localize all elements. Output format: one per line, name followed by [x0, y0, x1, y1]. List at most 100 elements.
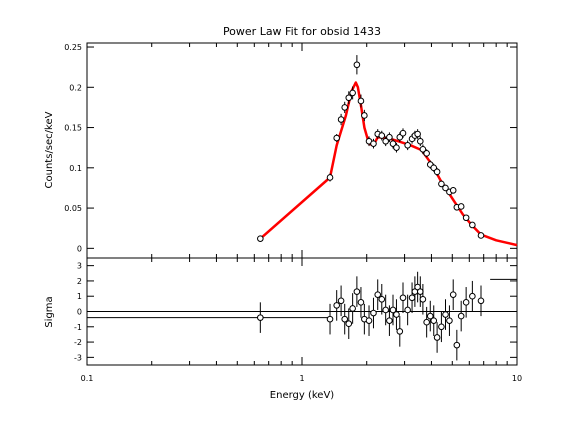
residuals-data-point	[333, 290, 340, 321]
residuals-data-point	[438, 311, 445, 343]
spectrum-marker	[433, 168, 441, 176]
residuals-marker	[430, 317, 438, 324]
residuals-marker	[469, 292, 476, 300]
residuals-marker	[337, 297, 345, 305]
residuals-marker	[438, 323, 445, 331]
spectrum-marker	[462, 214, 470, 222]
residuals-marker	[416, 288, 424, 295]
spectrum-data-point	[419, 144, 427, 155]
spectrum-data-point	[349, 86, 356, 100]
residuals-reference-layer	[87, 278, 517, 319]
spectrum-data-point	[399, 128, 407, 139]
spectrum-ytick-label: 0.2	[69, 83, 82, 92]
spectrum-data-point	[389, 138, 397, 149]
residuals-data-point	[396, 316, 404, 347]
residuals-data-point	[357, 287, 365, 318]
spectrum-marker	[438, 180, 445, 188]
residuals-marker	[457, 312, 465, 320]
spectrum-data-point	[333, 133, 340, 143]
residuals-data-point	[386, 305, 393, 336]
residuals-marker	[382, 306, 389, 314]
spectrum-y-axis-label: Counts/sec/keV	[44, 111, 55, 188]
residuals-data-point	[326, 303, 334, 335]
residuals-data-point	[462, 287, 470, 318]
residuals-marker	[419, 295, 427, 303]
residuals-data-point	[453, 329, 461, 361]
spectrum-data-point	[469, 221, 476, 229]
spectrum-data-point	[449, 187, 457, 194]
residuals-data-point	[477, 285, 485, 317]
spectrum-data-point	[382, 136, 389, 147]
residuals-data-point	[370, 297, 377, 329]
spectrum-marker	[477, 232, 485, 239]
residuals-data-point	[257, 302, 264, 333]
spectrum-data-point	[341, 101, 349, 114]
spectrum-data-point	[378, 130, 386, 141]
spectrum-data-point	[326, 173, 334, 182]
residuals-y-axis-label: Sigma	[44, 296, 55, 327]
residuals-ytick-label: 3	[77, 262, 82, 271]
residuals-marker	[374, 291, 382, 298]
spectrum-marker	[457, 203, 465, 210]
residuals-data-point	[426, 300, 434, 332]
residuals-data-point	[404, 294, 411, 326]
residuals-marker	[365, 317, 373, 324]
residuals-marker	[426, 312, 434, 320]
spectrum-model-layer	[259, 81, 518, 247]
residuals-marker	[333, 302, 340, 309]
residuals-marker	[393, 311, 400, 318]
spectrum-marker	[349, 89, 356, 97]
spectrum-marker	[442, 184, 449, 192]
residuals-data-point	[419, 283, 427, 315]
spectrum-data-point	[416, 136, 424, 147]
residuals-data-point	[393, 299, 400, 330]
x-tick-label: 1	[299, 374, 304, 383]
spectrum-panel: 0 0.05 0.1 0.15 0.2 0.25 Counts/sec/keV	[44, 42, 518, 259]
residuals-data-point	[433, 322, 441, 353]
spectrum-marker	[326, 174, 334, 181]
residuals-marker	[396, 328, 404, 335]
spectrum-model-line	[259, 81, 518, 247]
spectrum-x-ticks	[86, 43, 518, 258]
spectrum-marker	[469, 221, 476, 229]
residuals-ytick-label: -2	[74, 338, 82, 347]
spectrum-marker	[393, 144, 400, 151]
residuals-data-point	[430, 305, 438, 336]
spectrum-data-point	[393, 142, 400, 153]
residuals-marker	[442, 311, 449, 318]
residuals-data-layer	[257, 271, 485, 361]
residuals-marker	[357, 299, 365, 306]
residuals-marker	[408, 294, 416, 302]
residuals-marker	[326, 315, 334, 323]
spectrum-marker	[353, 61, 361, 69]
residuals-data-point	[349, 293, 356, 324]
spectrum-marker	[378, 132, 386, 139]
spectrum-data-point	[433, 167, 441, 176]
spectrum-marker	[370, 140, 377, 147]
spectrum-marker	[386, 133, 393, 141]
residuals-marker	[370, 309, 377, 317]
residuals-data-point	[353, 276, 361, 307]
spectrum-marker	[337, 116, 345, 123]
spectrum-marker	[333, 134, 340, 142]
x-tick-label: 10	[512, 374, 522, 383]
spectrum-data-point	[345, 91, 353, 105]
residuals-data-point	[411, 276, 419, 307]
spectrum-data-point	[257, 235, 264, 242]
residuals-marker	[423, 318, 430, 326]
spectrum-marker	[449, 187, 457, 194]
spectrum-data-point	[353, 55, 361, 75]
spectrum-y-ticks: 0 0.05 0.1 0.15 0.2 0.25	[64, 43, 517, 253]
residuals-panel: -3 -2 -1 0 1 2 3 Sigma	[44, 257, 518, 366]
residuals-marker	[349, 305, 356, 312]
residuals-data-point	[414, 271, 421, 303]
spectrum-data-point	[404, 140, 411, 151]
spectrum-ytick-label: 0.25	[64, 43, 82, 52]
residuals-data-point	[378, 283, 386, 315]
spectrum-data-point	[462, 214, 470, 222]
spectrum-data-point	[423, 149, 430, 158]
spectrum-data-point	[414, 129, 421, 139]
residuals-data-point	[389, 294, 397, 326]
residuals-data-point	[442, 299, 449, 330]
spectrum-marker	[416, 137, 424, 145]
